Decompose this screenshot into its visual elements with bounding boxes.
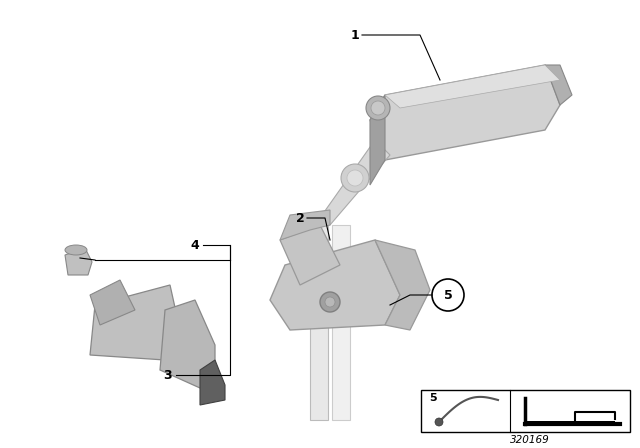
Circle shape xyxy=(366,96,390,120)
Text: 3: 3 xyxy=(164,369,172,382)
Polygon shape xyxy=(375,240,430,330)
Polygon shape xyxy=(370,95,385,185)
Circle shape xyxy=(325,297,335,307)
Polygon shape xyxy=(315,140,390,225)
Text: 4: 4 xyxy=(191,238,200,251)
Circle shape xyxy=(341,164,369,192)
Polygon shape xyxy=(385,65,560,108)
Polygon shape xyxy=(545,65,572,105)
Bar xyxy=(310,225,328,420)
Text: 5: 5 xyxy=(444,289,452,302)
Circle shape xyxy=(320,292,340,312)
Circle shape xyxy=(371,101,385,115)
Text: 1: 1 xyxy=(351,29,360,42)
Text: 2: 2 xyxy=(296,211,305,224)
Polygon shape xyxy=(90,280,135,325)
Polygon shape xyxy=(270,240,400,330)
Bar xyxy=(332,225,350,420)
Text: 5: 5 xyxy=(429,393,437,403)
Polygon shape xyxy=(160,300,215,388)
Polygon shape xyxy=(280,210,330,240)
Circle shape xyxy=(432,279,464,311)
Bar xyxy=(421,390,630,432)
Polygon shape xyxy=(280,225,340,285)
Ellipse shape xyxy=(65,245,87,255)
Polygon shape xyxy=(200,360,225,405)
Circle shape xyxy=(435,418,443,426)
Polygon shape xyxy=(90,285,180,360)
Circle shape xyxy=(347,170,363,186)
Bar xyxy=(525,421,615,424)
Polygon shape xyxy=(370,65,560,160)
Text: 320169: 320169 xyxy=(510,435,550,445)
Polygon shape xyxy=(65,248,92,275)
